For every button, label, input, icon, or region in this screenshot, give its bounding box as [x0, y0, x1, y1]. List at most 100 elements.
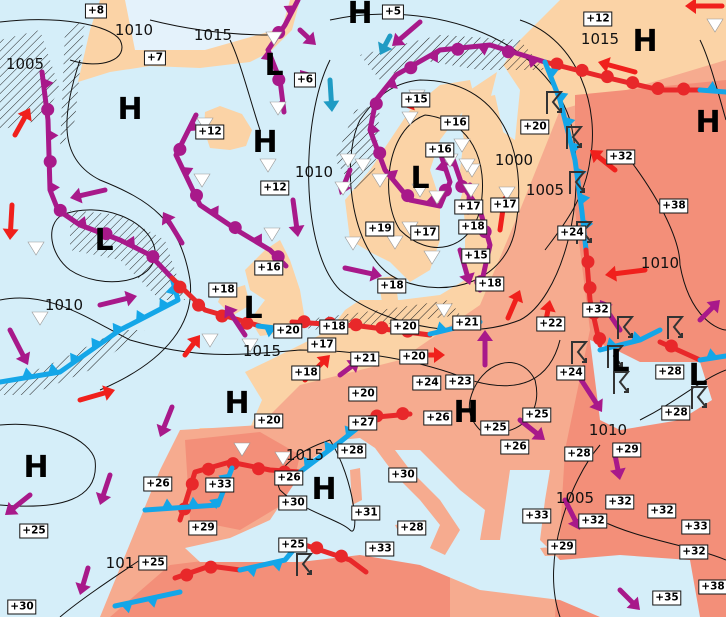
temperature-label: +28	[397, 520, 427, 536]
hot-zone	[555, 80, 726, 617]
isobar-line	[699, 39, 726, 121]
front-semicircle	[189, 188, 203, 202]
arrow-shaft	[228, 311, 248, 338]
pressure-center: L	[610, 344, 630, 379]
shower-triangle-icon	[423, 250, 441, 265]
temperature-label: +17	[490, 197, 520, 213]
isobar-label: 1015	[285, 446, 325, 464]
front-semicircle	[192, 298, 206, 312]
wind-arrow	[697, 300, 720, 323]
isobar-label: 1010	[44, 296, 84, 314]
isobar-label: 1010	[294, 163, 334, 181]
front-semicircle	[583, 281, 597, 295]
shower-triangle-icon	[706, 18, 724, 33]
occluded-front-line	[39, 69, 175, 281]
thunderstorm-icon	[667, 316, 685, 339]
shower-triangle-icon	[274, 451, 292, 466]
arrow-head	[706, 300, 720, 314]
arrow-head	[378, 41, 393, 55]
front-triangle	[209, 497, 221, 510]
arrow-head	[392, 32, 406, 46]
temperature-label: +21	[452, 315, 482, 331]
temperature-label: +32	[647, 503, 677, 519]
temperature-label: +20	[254, 413, 284, 429]
front-triangle	[161, 498, 174, 509]
isobar-line	[51, 209, 156, 283]
wind-arrow	[12, 108, 32, 138]
arrow-shaft	[12, 115, 28, 138]
front-triangle	[21, 367, 34, 379]
isobar-label: 101	[105, 554, 135, 572]
pressure-center: H	[23, 450, 49, 485]
shower-triangle-icon	[371, 173, 389, 188]
front-semicircle	[41, 103, 55, 117]
front-triangle	[324, 441, 336, 453]
front-semicircle	[334, 549, 348, 563]
wind-arrow	[342, 265, 382, 282]
front-semicircle	[310, 541, 324, 555]
temperature-label: +15	[401, 92, 431, 108]
front-semicircle	[180, 568, 194, 582]
front-triangle	[435, 160, 447, 172]
shower-triangle-icon	[31, 311, 49, 326]
wind-arrow	[95, 472, 113, 505]
arrow-shaft	[80, 565, 91, 587]
front-triangle	[271, 560, 283, 572]
isobar-line	[519, 19, 593, 251]
thunderstorm-icon	[617, 316, 635, 339]
temperature-label: +8	[84, 3, 108, 19]
shower-triangle-icon	[233, 442, 251, 457]
pressure-center: H	[224, 386, 250, 421]
thunderstorm-icon	[566, 126, 584, 149]
isobar-line	[277, 439, 356, 532]
weather-symbols	[27, 18, 724, 576]
front-triangle	[245, 566, 258, 578]
cold-front-line	[697, 353, 726, 363]
front-semicircle	[99, 227, 113, 241]
arrow-head	[187, 335, 200, 349]
pressure-center: L	[264, 48, 284, 83]
front-triangle	[70, 352, 81, 365]
front-semicircle	[581, 255, 595, 269]
front-triangle	[112, 322, 124, 335]
front-semicircle	[600, 70, 614, 84]
temperature-label: +18	[475, 276, 505, 292]
front-triangle	[208, 205, 219, 218]
front-triangle	[424, 194, 437, 206]
thunderstorm-icon	[296, 553, 314, 576]
front-semicircle	[593, 332, 607, 346]
front-semicircle	[201, 462, 215, 476]
temperature-label: +24	[412, 375, 442, 391]
isobar-label: 1005	[525, 181, 565, 199]
temperature-label: +26	[274, 470, 304, 486]
pressure-center: H	[695, 105, 721, 140]
isobar-line	[349, 79, 520, 289]
arrow-head	[70, 187, 83, 204]
isobar-label: 1010	[114, 21, 154, 39]
wind-arrow	[605, 265, 648, 282]
temperature-label: +32	[605, 494, 635, 510]
wind-arrow	[685, 0, 725, 14]
temperature-label: +32	[679, 544, 709, 560]
arrow-shaft	[161, 404, 175, 430]
isobar-line	[629, 159, 726, 331]
warm-front	[169, 275, 263, 330]
arrow-head	[477, 330, 493, 341]
shower-triangle-icon	[458, 158, 476, 173]
temperature-label: +23	[445, 374, 475, 390]
arrow-head	[369, 265, 382, 282]
isobar-label: 1015	[193, 26, 233, 44]
temperature-label: +28	[337, 443, 367, 459]
front-semicircle	[271, 250, 285, 264]
front-semicircle	[228, 221, 242, 235]
temperature-label: +20	[348, 386, 378, 402]
wind-arrow	[297, 27, 316, 45]
front-semicircle	[664, 339, 678, 353]
isobar-label: 1010	[640, 254, 680, 272]
wind-arrow	[224, 305, 248, 338]
shower-triangle-icon	[386, 235, 404, 250]
front-semicircle	[43, 155, 57, 169]
temperature-label: +12	[260, 180, 290, 196]
warm-front	[177, 457, 303, 523]
